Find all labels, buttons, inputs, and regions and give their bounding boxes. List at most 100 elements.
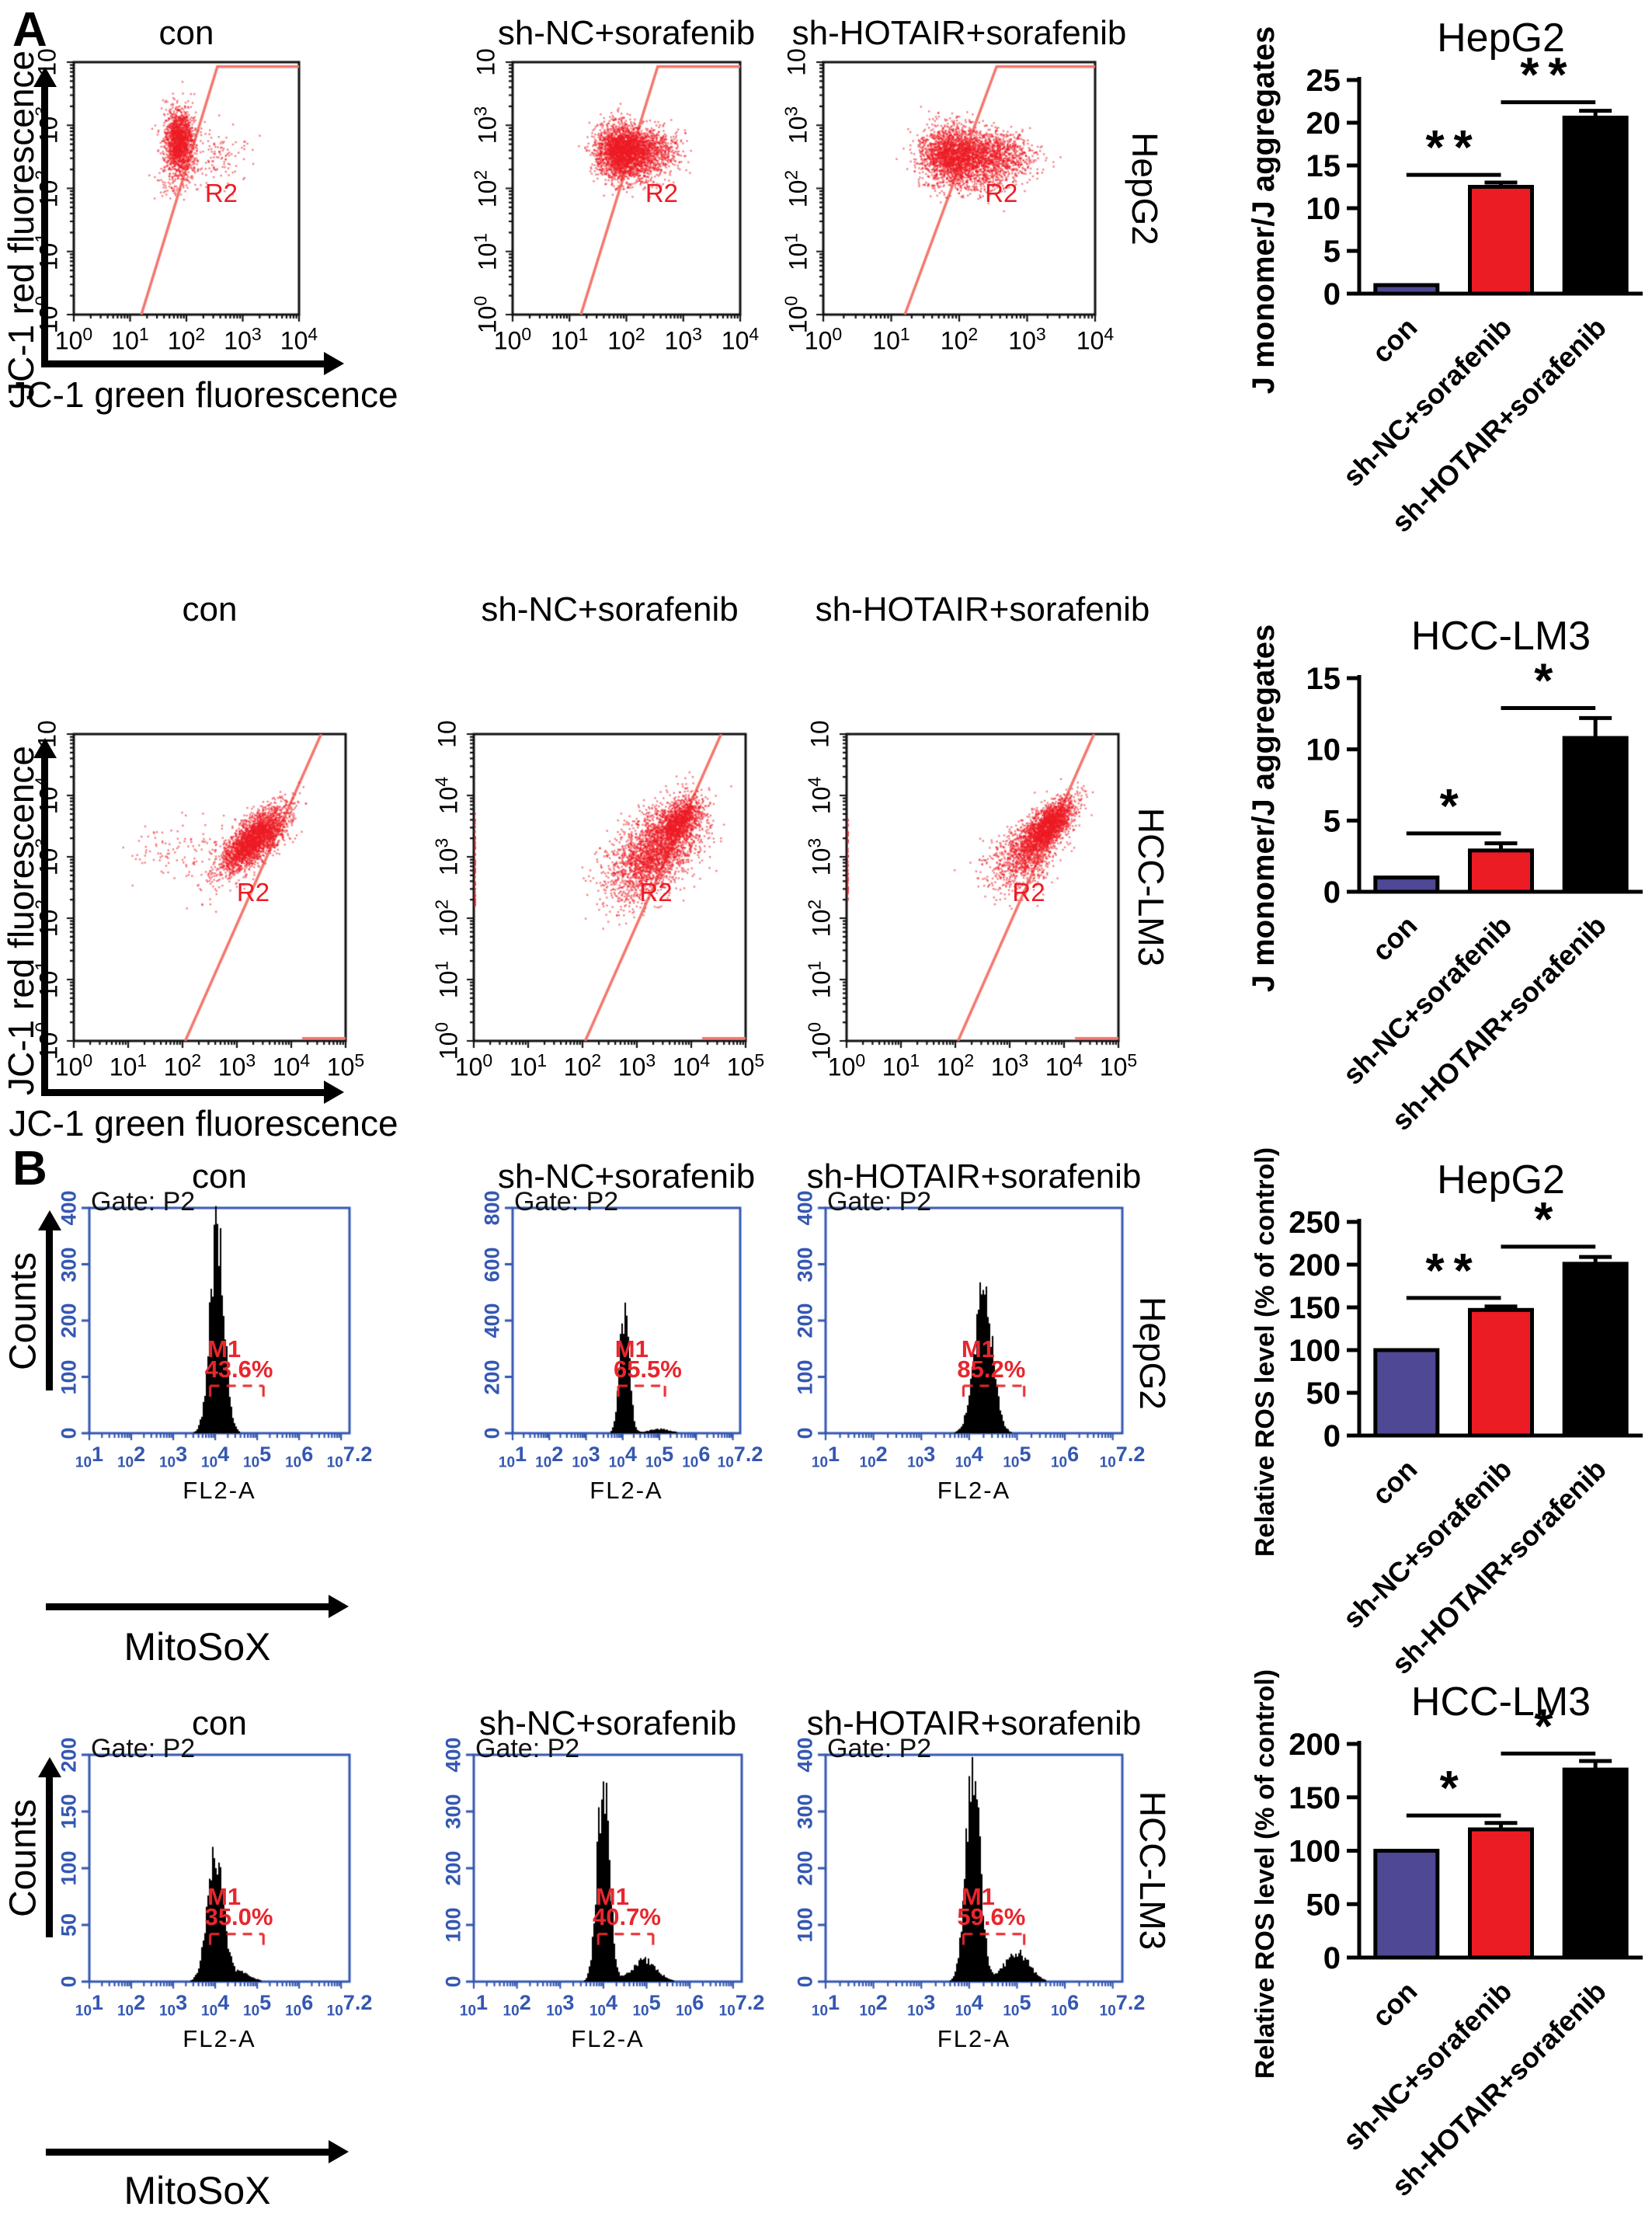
bar-ylabel: Relative ROS level (% of control) xyxy=(1250,1670,1280,2079)
axis-tick-label: 101 xyxy=(31,232,63,270)
axis-tick-label: 10 xyxy=(433,720,461,748)
axis-tick-label: 104 xyxy=(201,1991,230,2020)
mitosox-axis-label: MitoSoX xyxy=(123,2169,271,2212)
bar-ylabel: J monomer/J aggregates xyxy=(1247,26,1281,395)
gate-m1-label: M1 xyxy=(961,1335,995,1363)
fl2a-axis-label: FL2-A xyxy=(571,2025,645,2052)
plot-title: sh-NC+sorafenib xyxy=(478,1704,737,1742)
axis-tick-label: 104 xyxy=(955,1991,983,2020)
bar-title: HCC-LM3 xyxy=(1411,1679,1591,1725)
axis-tick-label: 107.2 xyxy=(326,1443,373,1471)
significance-asterisks: * xyxy=(1534,655,1562,708)
y-tick-label: 0 xyxy=(1323,1941,1341,1975)
axis-tick-label: 100 xyxy=(441,1907,465,1943)
axis-tick-label: 105 xyxy=(645,1443,674,1471)
ros-histogram-canvas xyxy=(78,1752,353,2002)
axis-tick-label: 400 xyxy=(480,1303,504,1338)
gate-m1-percent: 65.5% xyxy=(613,1355,682,1383)
axis-tick-label: 50 xyxy=(57,1912,81,1937)
mitosox-axis-label: MitoSoX xyxy=(123,1625,271,1669)
axis-tick-label: 105 xyxy=(632,1991,661,2020)
axis-tick-label: 103 xyxy=(31,106,63,144)
y-tick-label: 50 xyxy=(1306,1888,1341,1922)
axis-tick-label: 102 xyxy=(163,1050,202,1081)
axis-tick-label: 100 xyxy=(54,324,93,355)
ros-histogram-canvas xyxy=(78,1205,353,1453)
axis-tick-label: 102 xyxy=(859,1443,888,1471)
cell-line-label: HCC-LM3 xyxy=(1131,807,1171,967)
x-axis-arrow xyxy=(41,1089,325,1096)
axis-tick-label: 107.2 xyxy=(1099,1443,1146,1471)
axis-tick-label: 200 xyxy=(793,1303,817,1338)
axis-tick-label: 100 xyxy=(431,1021,463,1060)
bar-ylabel: Relative ROS level (% of control) xyxy=(1250,1148,1280,1557)
axis-tick-label: 102 xyxy=(940,324,979,355)
axis-tick-label: 150 xyxy=(57,1794,81,1829)
axis-tick-label: 104 xyxy=(955,1443,983,1471)
axis-tick-label: 200 xyxy=(441,1850,465,1886)
axis-tick-label: 103 xyxy=(907,1443,936,1471)
axis-tick-label: 104 xyxy=(608,1443,637,1471)
bar-category-label: sh-NC+sorafenib xyxy=(1337,1975,1518,2156)
jc1-scatter-canvas xyxy=(461,731,750,1060)
axis-tick-label: 400 xyxy=(57,1190,81,1226)
significance-asterisks: ** xyxy=(1426,121,1482,175)
axis-tick-label: 104 xyxy=(272,1050,311,1081)
axis-tick-label: 102 xyxy=(31,899,63,938)
jc1-green-axis-label: JC-1 green fluorescence xyxy=(9,374,398,415)
y-tick-label: 100 xyxy=(1289,1334,1341,1368)
axis-tick-label: 105 xyxy=(1003,1443,1031,1471)
bar-category-label: sh-NC+sorafenib xyxy=(1337,910,1518,1091)
axis-tick-label: 104 xyxy=(280,324,318,355)
x-axis-arrow xyxy=(46,1603,330,1610)
significance-asterisks: * xyxy=(1440,780,1468,834)
plot-title: sh-HOTAIR+sorafenib xyxy=(815,590,1150,628)
x-axis-arrow xyxy=(329,1595,349,1618)
panel-a-label: A xyxy=(12,3,47,57)
axis-tick-label: 102 xyxy=(31,169,63,207)
axis-tick-label: 100 xyxy=(31,1021,63,1060)
axis-tick-label: 104 xyxy=(804,776,836,815)
plot-title: sh-HOTAIR+sorafenib xyxy=(806,1704,1142,1742)
counts-axis-label: Counts xyxy=(2,1798,44,1918)
fl2a-axis-label: FL2-A xyxy=(590,1477,663,1504)
plot-title: con xyxy=(158,14,214,52)
bar-title: HCC-LM3 xyxy=(1411,614,1591,659)
axis-tick-label: 100 xyxy=(31,295,63,334)
axis-tick-label: 300 xyxy=(441,1794,465,1829)
bar xyxy=(1373,1849,1440,1960)
y-tick-label: 0 xyxy=(1323,875,1341,910)
y-tick-label: 5 xyxy=(1323,235,1341,269)
y-tick-label: 0 xyxy=(1323,277,1341,311)
y-axis-arrow xyxy=(38,1757,61,1777)
y-tick-label: 25 xyxy=(1306,64,1341,98)
panel-b-label: B xyxy=(12,1142,47,1196)
bar-category-label: sh-NC+sorafenib xyxy=(1337,311,1518,492)
significance-asterisks: * xyxy=(1534,1193,1562,1247)
axis-tick-label: 101 xyxy=(811,1443,840,1471)
significance-asterisks: * xyxy=(1440,1762,1468,1815)
cell-line-label: HepG2 xyxy=(1132,1296,1173,1410)
y-axis-arrow xyxy=(41,85,48,365)
axis-tick-label: 106 xyxy=(1050,1443,1080,1471)
gate-m1-percent: 40.7% xyxy=(593,1903,661,1931)
axis-tick-label: 105 xyxy=(243,1991,272,2020)
y-axis-arrow xyxy=(38,1210,61,1230)
axis-tick-label: 200 xyxy=(57,1303,81,1338)
fl2a-axis-label: FL2-A xyxy=(183,2025,256,2052)
axis-tick-label: 105 xyxy=(1003,1991,1031,2020)
axis-tick-label: 101 xyxy=(498,1443,527,1471)
axis-tick-label: 102 xyxy=(503,1991,531,2020)
bar xyxy=(1373,283,1440,296)
axis-tick-label: 100 xyxy=(793,1907,817,1943)
plot-title: sh-HOTAIR+sorafenib xyxy=(806,1157,1142,1196)
gate-r2-label: R2 xyxy=(204,179,238,207)
axis-tick-label: 101 xyxy=(470,232,502,270)
axis-tick-label: 103 xyxy=(907,1991,936,2020)
y-tick-label: 50 xyxy=(1306,1376,1341,1411)
significance-asterisks: ** xyxy=(1520,49,1576,103)
bar-title: HepG2 xyxy=(1437,16,1565,61)
y-tick-label: 15 xyxy=(1306,662,1341,696)
axis-tick-label: 0 xyxy=(441,1975,465,1988)
y-axis-arrow xyxy=(41,757,48,1094)
